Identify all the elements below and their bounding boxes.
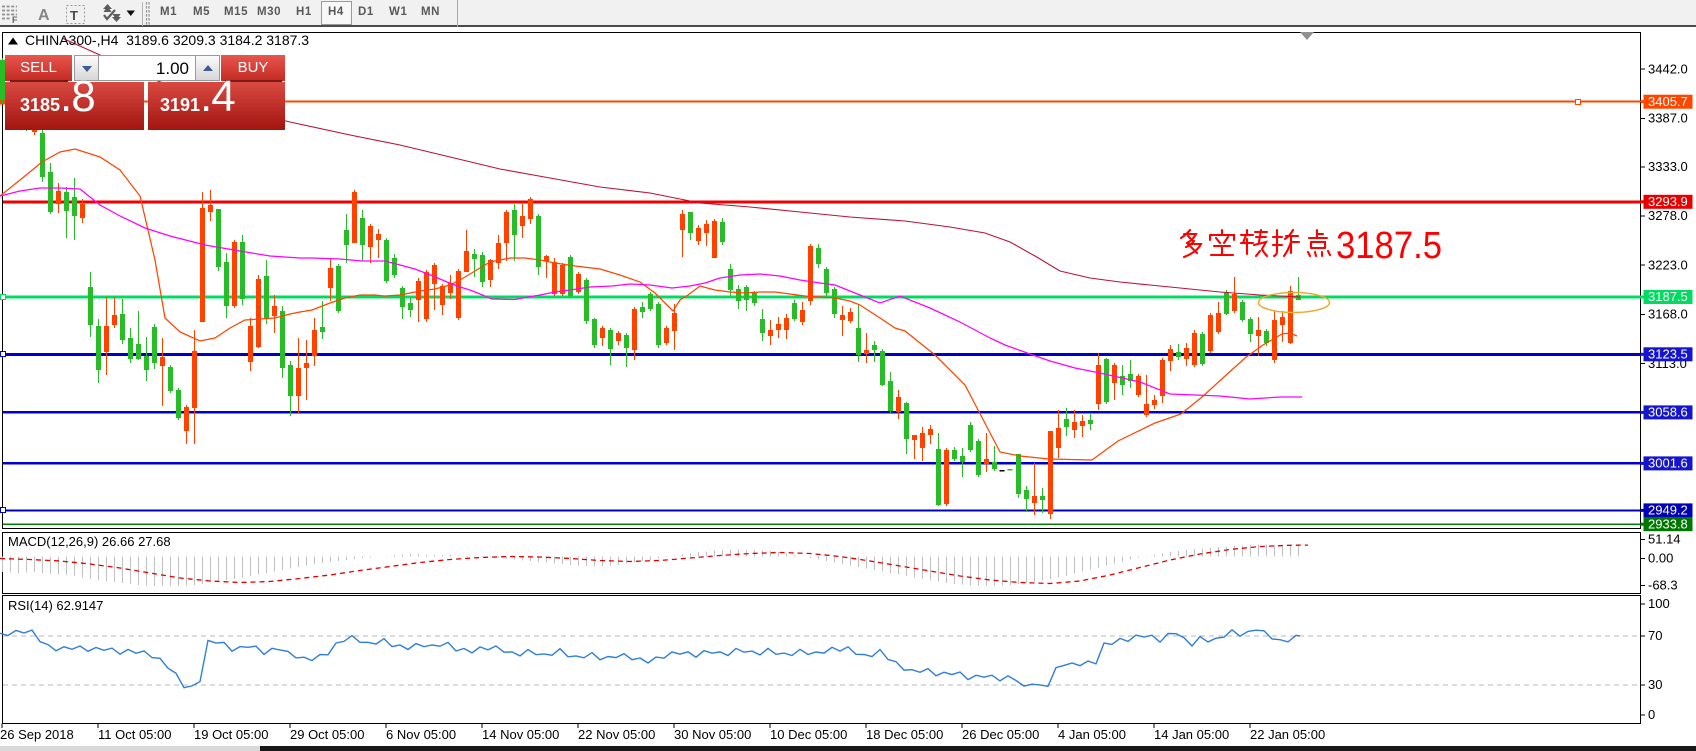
svg-text:10 Dec 05:00: 10 Dec 05:00 bbox=[770, 727, 847, 742]
svg-text:100: 100 bbox=[1648, 596, 1670, 611]
svg-text:0: 0 bbox=[1648, 707, 1655, 722]
svg-text:3405.7: 3405.7 bbox=[1648, 94, 1688, 109]
svg-text:-68.3: -68.3 bbox=[1648, 578, 1678, 593]
svg-text:RSI(14) 62.9147: RSI(14) 62.9147 bbox=[8, 598, 103, 613]
svg-text:11 Oct 05:00: 11 Oct 05:00 bbox=[98, 727, 171, 742]
svg-text:30 Nov 05:00: 30 Nov 05:00 bbox=[674, 727, 751, 742]
svg-text:3442.0: 3442.0 bbox=[1648, 61, 1688, 76]
svg-text:14 Nov 05:00: 14 Nov 05:00 bbox=[482, 727, 559, 742]
svg-text:F: F bbox=[12, 15, 18, 25]
svg-text:3223.0: 3223.0 bbox=[1648, 257, 1688, 272]
svg-text:3187.5: 3187.5 bbox=[1648, 289, 1688, 304]
svg-text:19 Oct 05:00: 19 Oct 05:00 bbox=[194, 727, 268, 742]
svg-text:3001.6: 3001.6 bbox=[1648, 456, 1688, 471]
svg-text:29 Oct 05:00: 29 Oct 05:00 bbox=[290, 727, 364, 742]
svg-text:MACD(12,26,9) 26.66 27.68: MACD(12,26,9) 26.66 27.68 bbox=[8, 534, 171, 549]
svg-text:51.14: 51.14 bbox=[1648, 532, 1681, 547]
svg-text:T: T bbox=[70, 8, 78, 23]
svg-text:3278.0: 3278.0 bbox=[1648, 208, 1688, 223]
svg-text:3293.9: 3293.9 bbox=[1648, 194, 1688, 209]
svg-text:26 Dec 05:00: 26 Dec 05:00 bbox=[962, 727, 1039, 742]
svg-text:14 Jan 05:00: 14 Jan 05:00 bbox=[1154, 727, 1229, 742]
svg-text:3168.0: 3168.0 bbox=[1648, 307, 1688, 322]
svg-text:26 Sep 2018: 26 Sep 2018 bbox=[0, 727, 74, 742]
svg-text:3333.0: 3333.0 bbox=[1648, 159, 1688, 174]
svg-text:3387.0: 3387.0 bbox=[1648, 111, 1688, 126]
svg-text:18 Dec 05:00: 18 Dec 05:00 bbox=[866, 727, 943, 742]
svg-text:CHINA300-,H4 3189.6 3209.3 31: CHINA300-,H4 3189.6 3209.3 3184.2 3187.3 bbox=[25, 32, 309, 48]
svg-text:0.00: 0.00 bbox=[1648, 551, 1673, 566]
svg-text:30: 30 bbox=[1648, 677, 1662, 692]
svg-text:2949.2: 2949.2 bbox=[1648, 503, 1688, 518]
svg-text:3187.5: 3187.5 bbox=[1336, 225, 1442, 267]
svg-text:A: A bbox=[38, 7, 50, 24]
svg-text:22 Jan 05:00: 22 Jan 05:00 bbox=[1250, 727, 1325, 742]
svg-text:2933.8: 2933.8 bbox=[1648, 516, 1688, 531]
svg-text:70: 70 bbox=[1648, 628, 1662, 643]
svg-text:22 Nov 05:00: 22 Nov 05:00 bbox=[578, 727, 655, 742]
svg-text:3123.5: 3123.5 bbox=[1648, 347, 1688, 362]
svg-text:6 Nov 05:00: 6 Nov 05:00 bbox=[386, 727, 456, 742]
svg-text:3058.6: 3058.6 bbox=[1648, 405, 1688, 420]
svg-text:4 Jan 05:00: 4 Jan 05:00 bbox=[1058, 727, 1126, 742]
